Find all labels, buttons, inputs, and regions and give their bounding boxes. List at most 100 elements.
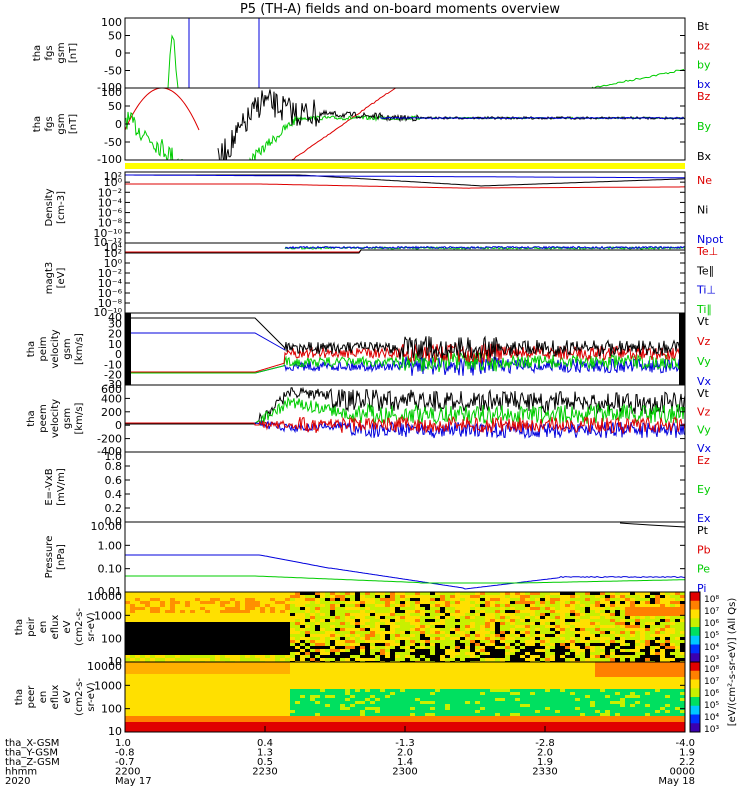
by-trace xyxy=(168,36,178,88)
panel-frame xyxy=(125,18,685,88)
y-axis-label: peir xyxy=(26,616,37,636)
y-axis-label: peer xyxy=(26,685,37,709)
vt-trace xyxy=(125,318,685,360)
colorbar-tick: 10⁴ xyxy=(704,713,719,723)
bz-trace xyxy=(125,88,199,130)
y-tick-label: 100 xyxy=(101,703,122,716)
y-axis-label: gsm xyxy=(56,42,67,63)
y-axis-label: tha xyxy=(26,341,37,357)
y-axis-label: tha xyxy=(14,619,25,635)
y-axis-label: tha xyxy=(14,689,25,705)
colorbar-swatch xyxy=(690,610,700,619)
y-tick-label: 0 xyxy=(115,47,122,60)
edge-fill xyxy=(125,313,131,385)
legend-vz: Vz xyxy=(697,405,711,418)
panel-frame xyxy=(125,452,685,522)
time-tick-label: 2230 xyxy=(252,767,277,778)
y-axis-label: [cm-3] xyxy=(56,191,67,224)
time-tick-label: 2300 xyxy=(392,767,417,778)
y-axis-label: velocity xyxy=(50,399,61,438)
y-axis-label: E=-VxB xyxy=(44,468,55,505)
colorbar-swatch xyxy=(690,645,700,654)
y-axis-label: [nT] xyxy=(68,114,79,134)
colorbar-tick: 10⁴ xyxy=(704,643,719,653)
y-axis-label: Density xyxy=(44,188,55,226)
y-axis-label: gsm xyxy=(62,408,73,429)
y-axis-label: velocity xyxy=(50,329,61,368)
colorbar-swatch xyxy=(690,697,700,706)
vx-trace xyxy=(125,333,285,350)
legend-ti⊥: Ti⊥ xyxy=(696,284,716,297)
panel-frame xyxy=(125,172,685,243)
quality-flag-bar xyxy=(125,163,685,169)
legend-vy: Vy xyxy=(697,355,711,368)
legend-vt: Vt xyxy=(697,315,710,328)
y-tick-label: 0.2 xyxy=(105,502,123,515)
y-axis-label: eV xyxy=(62,620,73,633)
y-axis-label: (cm2-s- xyxy=(74,608,85,646)
y-tick-label: 0 xyxy=(115,419,122,432)
y-axis-label: tha xyxy=(26,410,37,426)
y-tick-label: 1.00 xyxy=(98,539,123,552)
y-tick-label: 0.10 xyxy=(98,563,123,576)
y-tick-label: -50 xyxy=(104,136,122,149)
y-tick-label: 0.8 xyxy=(105,460,123,473)
y-axis-label: [nPa] xyxy=(56,544,67,570)
y-axis-label: [nT] xyxy=(68,43,79,63)
y-axis-label: gsm xyxy=(56,113,67,134)
y-axis-label: sr-eV) xyxy=(86,612,97,641)
y-tick-label: -100 xyxy=(97,153,122,166)
y-axis-label: tha xyxy=(32,116,43,132)
y-tick-label: 100 xyxy=(101,16,122,29)
time-tick-label: 2330 xyxy=(532,767,557,778)
legend-pb: Pb xyxy=(697,543,711,556)
y-axis-label: [km/s] xyxy=(74,402,85,434)
colorbar-swatch xyxy=(690,601,700,610)
y-axis-label: fgs xyxy=(44,116,55,131)
vz-trace xyxy=(125,417,685,433)
legend-by: by xyxy=(697,59,711,72)
legend-vy: Vy xyxy=(697,424,711,437)
colorbar-tick: 10⁸ xyxy=(704,595,719,605)
y-tick-label: 1000 xyxy=(94,609,122,622)
edge-fill xyxy=(679,313,685,385)
legend-bx: Bx xyxy=(697,150,712,163)
legend-bt: Bt xyxy=(697,20,710,33)
legend-pe: Pe xyxy=(697,563,710,576)
colorbar-label: [eV/(cm²-s-sr-eV)] (All Qs) xyxy=(727,598,738,727)
y-axis-label: [mV/m] xyxy=(56,468,67,506)
legend-bz: Bz xyxy=(697,90,711,103)
legend-te∥: Te∥ xyxy=(696,264,714,277)
legend-vt: Vt xyxy=(697,387,710,400)
y-tick-label: 1000 xyxy=(94,679,122,692)
legend-vz: Vz xyxy=(697,335,711,348)
y-tick-label: 10.00 xyxy=(91,520,123,533)
y-axis-label: gsm xyxy=(62,338,73,359)
plot-title: P5 (TH-A) fields and on-board moments ov… xyxy=(240,2,560,17)
y-tick-label: 100 xyxy=(101,86,122,99)
colorbar-tick: 10⁸ xyxy=(704,665,719,675)
colorbar-swatch xyxy=(690,636,700,645)
legend-ni: Ni xyxy=(697,204,708,217)
panel-1-traces xyxy=(168,18,684,88)
pi-trace xyxy=(125,555,685,589)
by-trace xyxy=(125,112,185,170)
legend-by: By xyxy=(697,120,712,133)
y-axis-label: Pressure xyxy=(44,536,55,579)
bz-trace xyxy=(292,82,684,159)
y-tick-label: 0 xyxy=(115,118,122,131)
colorbar-tick: 10⁵ xyxy=(704,631,719,641)
time-tick-label: May 18 xyxy=(658,776,695,787)
colorbar-swatch xyxy=(690,715,700,724)
y-axis-label: eV xyxy=(62,690,73,703)
panel-3-traces xyxy=(125,175,685,188)
panel-frame xyxy=(125,88,685,160)
pt-trace xyxy=(620,523,685,527)
colorbar-swatch xyxy=(690,618,700,627)
y-axis-label: sr-eV) xyxy=(86,682,97,711)
y-axis-label: magt3 xyxy=(44,262,55,295)
colorbar-swatch xyxy=(690,723,700,732)
y-tick-label: 50 xyxy=(108,30,122,43)
